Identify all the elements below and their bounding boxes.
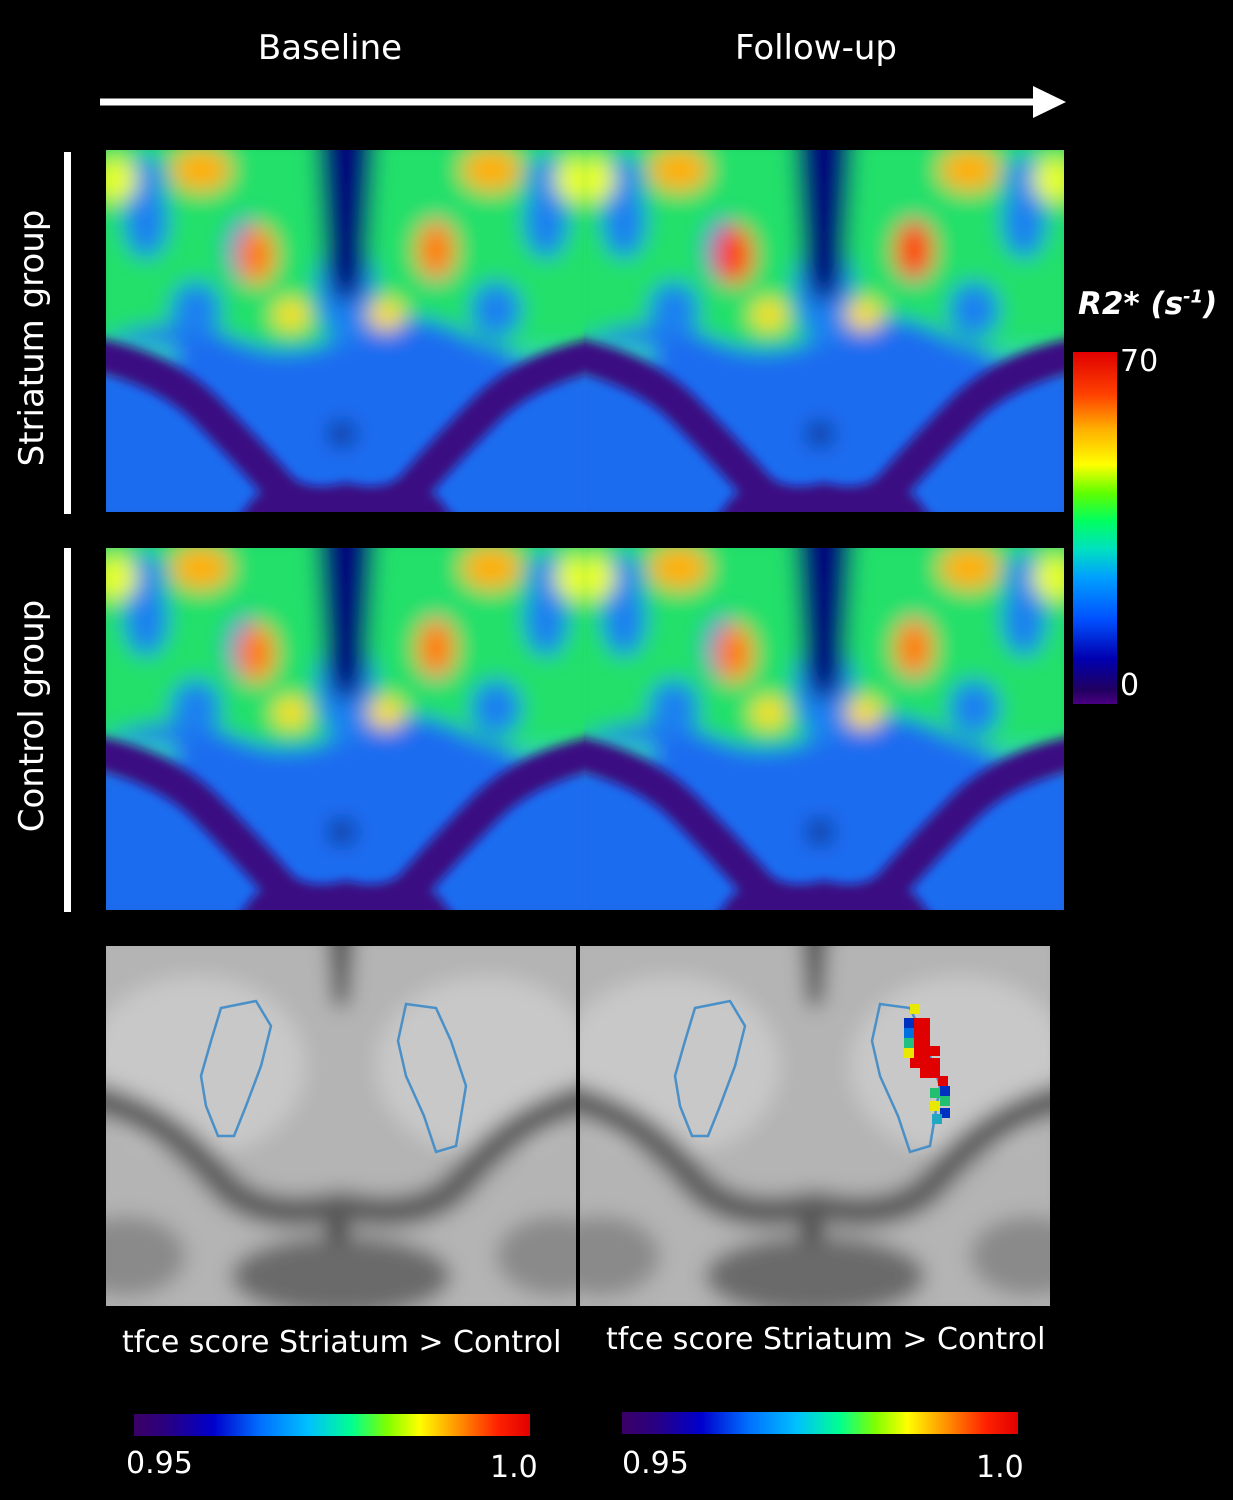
r2-colorbar-min: 0	[1120, 668, 1140, 703]
tfce-colorbar-max-baseline: 1.0	[490, 1450, 538, 1485]
row-label-striatum: Striatum group	[12, 209, 52, 467]
r2-map-image	[106, 548, 586, 910]
column-header-baseline: Baseline	[257, 28, 403, 68]
r2-map-image	[106, 150, 586, 512]
tfce-map-baseline	[106, 946, 576, 1306]
tfce-brain-image	[106, 946, 576, 1306]
r2-map-control-baseline	[106, 548, 586, 910]
tfce-title-followup: tfce score Striatum > Control	[606, 1322, 1046, 1357]
row-bar-striatum	[64, 152, 71, 514]
r2-map-striatum-followup	[584, 150, 1064, 512]
r2-map-image	[584, 548, 1064, 910]
tfce-colorbar-max-followup: 1.0	[976, 1450, 1024, 1485]
r2-colorbar-title: R2* (s-1)	[1078, 286, 1218, 322]
tfce-colorbar-min-baseline: 0.95	[126, 1446, 193, 1481]
column-header-followup: Follow-up	[734, 28, 898, 68]
tfce-colorbar-baseline	[134, 1414, 530, 1436]
r2-colorbar	[1073, 352, 1117, 704]
r2-map-striatum-baseline	[106, 150, 586, 512]
row-label-control: Control group	[12, 599, 52, 833]
tfce-map-followup	[580, 946, 1050, 1306]
time-arrow-icon	[100, 86, 1066, 118]
tfce-brain-image	[580, 946, 1050, 1306]
r2-map-control-followup	[584, 548, 1064, 910]
r2-colorbar-max: 70	[1120, 344, 1159, 379]
r2-map-image	[584, 150, 1064, 512]
tfce-colorbar-min-followup: 0.95	[622, 1446, 689, 1481]
tfce-title-baseline: tfce score Striatum > Control	[122, 1325, 562, 1360]
tfce-colorbar-followup	[622, 1412, 1018, 1434]
row-bar-control	[64, 548, 71, 912]
